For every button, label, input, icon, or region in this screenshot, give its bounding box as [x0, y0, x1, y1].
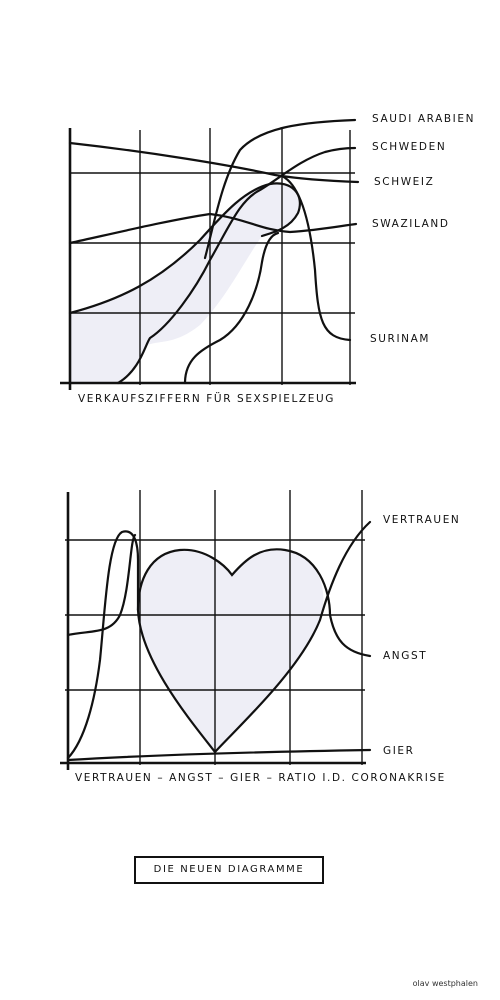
label-saudi-arabien: SAUDI ARABIEN — [372, 113, 475, 125]
artist-signature: olav westphalen — [412, 979, 478, 988]
footer-title: DIE NEUEN DIAGRAMME — [153, 864, 305, 875]
label-angst: ANGST — [383, 650, 427, 662]
label-vertrauen: VERTRAUEN — [383, 514, 460, 526]
chart1-grid — [70, 128, 355, 385]
chart1-shaded-shape — [70, 183, 300, 383]
series-angst — [136, 548, 372, 658]
series-gier — [66, 748, 372, 762]
series-vertrauen — [66, 520, 372, 754]
label-gier: GIER — [383, 745, 415, 757]
series-angst-heart-left — [66, 530, 217, 760]
label-schweden: SCHWEDEN — [372, 141, 446, 153]
chart-1: SAUDI ARABIEN SCHWEDEN SCHWEIZ SWAZILAND… — [60, 113, 475, 405]
chart1-title: VERKAUFSZIFFERN FÜR SEXSPIELZEUG — [78, 392, 335, 405]
label-schweiz: SCHWEIZ — [374, 176, 434, 188]
footer-title-box: DIE NEUEN DIAGRAMME — [134, 856, 324, 884]
label-swaziland: SWAZILAND — [372, 218, 450, 230]
series-schweden — [116, 146, 357, 385]
series-swaziland — [68, 212, 358, 245]
label-surinam: SURINAM — [370, 333, 430, 345]
chart2-heart-fill — [138, 549, 324, 752]
chart2-title: VERTRAUEN – ANGST – GIER – RATIO I.D. CO… — [75, 772, 446, 784]
toy-outline-top — [68, 182, 301, 315]
series-surinam — [183, 231, 280, 385]
chart-2: VERTRAUEN ANGST GIER VERTRAUEN – ANGST –… — [60, 490, 460, 784]
series-saudi-arabien — [203, 118, 357, 260]
series-schweiz — [68, 141, 360, 184]
